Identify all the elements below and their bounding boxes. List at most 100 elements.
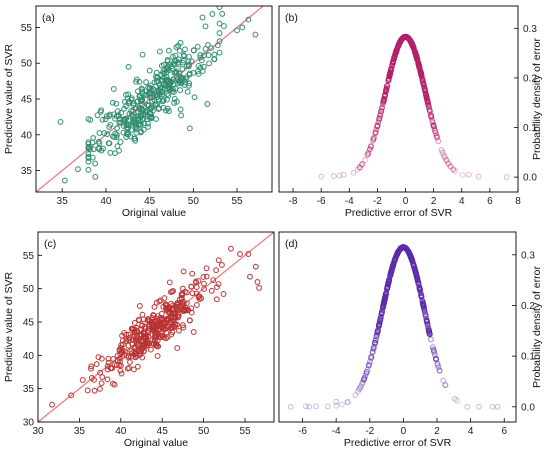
panel-b-xtick-label: 0 — [403, 196, 409, 207]
panel-b-point — [361, 157, 368, 163]
panel-a-point — [179, 66, 186, 72]
panel-c-point — [180, 308, 187, 315]
panel-a-point — [147, 106, 154, 113]
panel-d-point — [417, 290, 424, 297]
panel-d-label: (d) — [285, 238, 298, 250]
panel-b-point — [433, 132, 440, 139]
panel-d-point — [433, 356, 440, 363]
panel-a-point — [216, 30, 223, 37]
panel-a-point — [128, 95, 135, 102]
panel-b-point — [445, 159, 451, 166]
panel-c: 30 35 40 45 50 55 30 35 40 45 50 55 (c) Original valu… — [3, 231, 275, 449]
panel-a-point — [197, 54, 204, 61]
panel-c-frame — [37, 231, 275, 423]
panel-a-point — [156, 91, 163, 98]
panel-d-point — [476, 403, 482, 410]
panel-c-point — [84, 387, 91, 394]
panel-a-ylabel: Predictive value of SVR — [3, 43, 15, 154]
panel-b-point — [376, 115, 383, 122]
panel-b-point — [359, 161, 366, 167]
panel-c-point — [79, 377, 86, 383]
panel-b-point — [382, 88, 389, 95]
panel-d-point — [388, 268, 395, 275]
panel-a-point — [152, 73, 159, 80]
panel-a-point — [195, 62, 202, 69]
panel-b-point — [412, 48, 418, 55]
panel-a-point — [134, 88, 141, 95]
panel-a-point — [85, 139, 92, 146]
panel-d-ytick-label: 0.3 — [521, 250, 535, 261]
panel-c-point — [186, 317, 193, 324]
panel-c-point — [97, 385, 103, 392]
panel-a-point — [178, 112, 185, 119]
panel-a-point — [85, 151, 92, 158]
panel-d-point — [369, 349, 376, 356]
panel-a-point — [143, 79, 150, 86]
panel-d-point — [359, 379, 366, 386]
panel-b-xtick-label: -4 — [345, 196, 354, 207]
panel-a-point — [61, 177, 68, 184]
panel-a-point — [106, 140, 113, 147]
panel-d-point — [370, 345, 377, 352]
panel-d-point — [338, 401, 345, 408]
panel-a-point — [170, 89, 177, 96]
panel-b-point — [424, 98, 431, 104]
panel-b-point — [465, 171, 472, 178]
panel-a-ytick-label: 55 — [21, 23, 33, 34]
panel-a-point — [176, 47, 183, 54]
panel-c-point — [118, 370, 125, 377]
panel-c-point — [150, 311, 157, 318]
panel-a-point — [209, 11, 216, 17]
panel-d-point — [356, 385, 363, 391]
panel-a-point — [121, 98, 128, 105]
panel-b-ytick-label: 0.2 — [523, 73, 537, 84]
panel-b-point — [378, 108, 385, 114]
panel-a-point — [133, 76, 140, 83]
panel-b-point — [429, 119, 436, 126]
panel-a-point — [190, 69, 197, 76]
panel-a-point — [199, 14, 206, 21]
panel-b-ytick-label: 0.3 — [523, 24, 537, 35]
panel-a-point — [139, 51, 146, 58]
panel-d-point — [440, 377, 447, 384]
panel-c-point — [198, 295, 205, 302]
panel-a-point — [167, 80, 173, 87]
panel-d-point — [489, 403, 496, 410]
panel-b-point — [350, 169, 357, 176]
panel-d-point — [442, 382, 449, 388]
panel-a-point — [113, 134, 120, 141]
panel-d-point — [364, 366, 371, 373]
panel-c-point — [165, 315, 172, 322]
panel-b-point — [441, 154, 448, 161]
panel-c-xtick-label: 50 — [198, 426, 210, 437]
panel-a-point — [155, 78, 162, 85]
panel-c-point — [49, 401, 56, 408]
panel-b-point — [370, 135, 377, 142]
panel-d-point — [387, 271, 394, 278]
panel-d-point — [377, 313, 384, 320]
panel-d-point — [357, 383, 364, 390]
panel-c-point — [188, 283, 195, 290]
panel-d-point — [431, 349, 438, 356]
panel-a-point — [204, 101, 211, 107]
panel-b-point — [447, 163, 454, 170]
panel-c-point — [256, 285, 263, 291]
panel-b-point — [432, 130, 439, 137]
panel-c-point — [165, 323, 172, 330]
panel-b-point — [417, 68, 424, 75]
panel-a-point — [202, 23, 209, 30]
panel-a-point — [96, 144, 103, 151]
panel-c-point — [175, 313, 182, 320]
panel-a-point — [125, 63, 132, 70]
panel-a-point — [123, 134, 130, 140]
panel-b-xtick-label: -6 — [317, 196, 326, 207]
panel-c-point — [182, 288, 189, 295]
panel-c-point — [97, 369, 104, 376]
panel-c-point — [254, 279, 261, 285]
panel-a-point — [188, 58, 195, 65]
panel-b-ylabel: Probability density of error — [531, 38, 543, 160]
panel-b-frame — [278, 5, 519, 193]
panel-a-point — [200, 63, 207, 70]
panel-c-point — [154, 321, 161, 328]
panel-c-point — [167, 289, 174, 296]
